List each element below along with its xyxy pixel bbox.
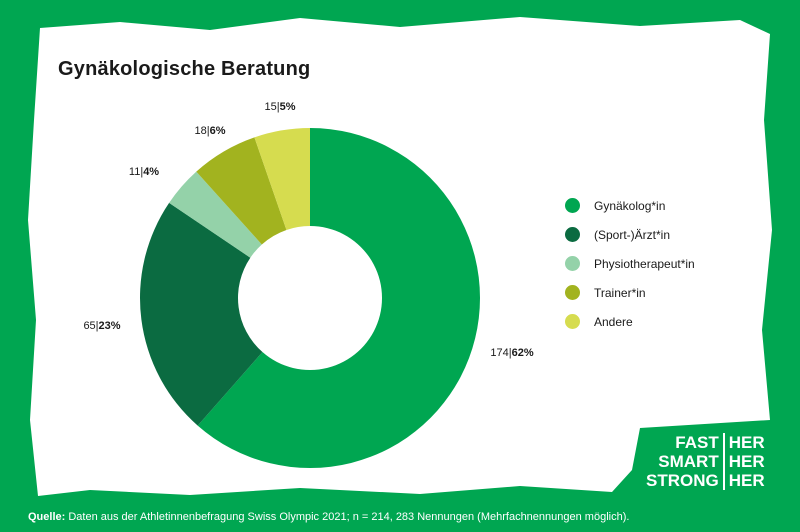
legend-item: Trainer*in xyxy=(565,278,695,307)
donut-slice xyxy=(196,137,287,245)
legend-label: Trainer*in xyxy=(594,285,646,300)
legend-label: (Sport-)Ärzt*in xyxy=(594,227,671,242)
logo-word: HER xyxy=(728,452,765,471)
slice-data-label: 15|5% xyxy=(265,101,296,113)
legend-swatch xyxy=(565,256,580,271)
logo-word: FAST xyxy=(675,433,719,452)
logo-word: HER xyxy=(728,433,765,452)
legend-label: Gynäkolog*in xyxy=(594,198,666,213)
legend-item: Gynäkolog*in xyxy=(565,191,695,220)
source-text: Daten aus der Athletinnenbefragung Swiss… xyxy=(68,511,630,523)
legend-swatch xyxy=(565,285,580,300)
fast-smart-strong-her-logo: FAST SMART STRONG HER HER HER xyxy=(646,433,765,490)
legend-swatch xyxy=(565,314,580,329)
legend: Gynäkolog*in (Sport-)Ärzt*in Physiothera… xyxy=(565,191,695,336)
slice-data-label: 174|62% xyxy=(490,347,533,359)
legend-item: Andere xyxy=(565,307,695,336)
logo-word: STRONG xyxy=(646,471,719,490)
donut-slice xyxy=(254,128,310,230)
slice-data-label: 65|23% xyxy=(83,320,120,332)
legend-label: Andere xyxy=(594,314,633,329)
legend-swatch xyxy=(565,198,580,213)
donut-slice xyxy=(139,202,263,426)
legend-item: Physiotherapeut*in xyxy=(565,249,695,278)
logo-word: SMART xyxy=(658,452,719,471)
source-label: Quelle: xyxy=(28,511,66,523)
legend-item: (Sport-)Ärzt*in xyxy=(565,220,695,249)
chart-title: Gynäkologische Beratung xyxy=(58,58,311,80)
slice-data-label: 18|6% xyxy=(195,125,226,137)
logo-word: HER xyxy=(728,471,765,490)
donut-slice xyxy=(197,128,480,468)
source-note: Quelle: Daten aus der Athletinnenbefragu… xyxy=(28,511,629,523)
donut-slice xyxy=(169,171,262,258)
legend-swatch xyxy=(565,227,580,242)
legend-label: Physiotherapeut*in xyxy=(594,256,695,271)
slice-data-label: 11|4% xyxy=(129,166,159,178)
